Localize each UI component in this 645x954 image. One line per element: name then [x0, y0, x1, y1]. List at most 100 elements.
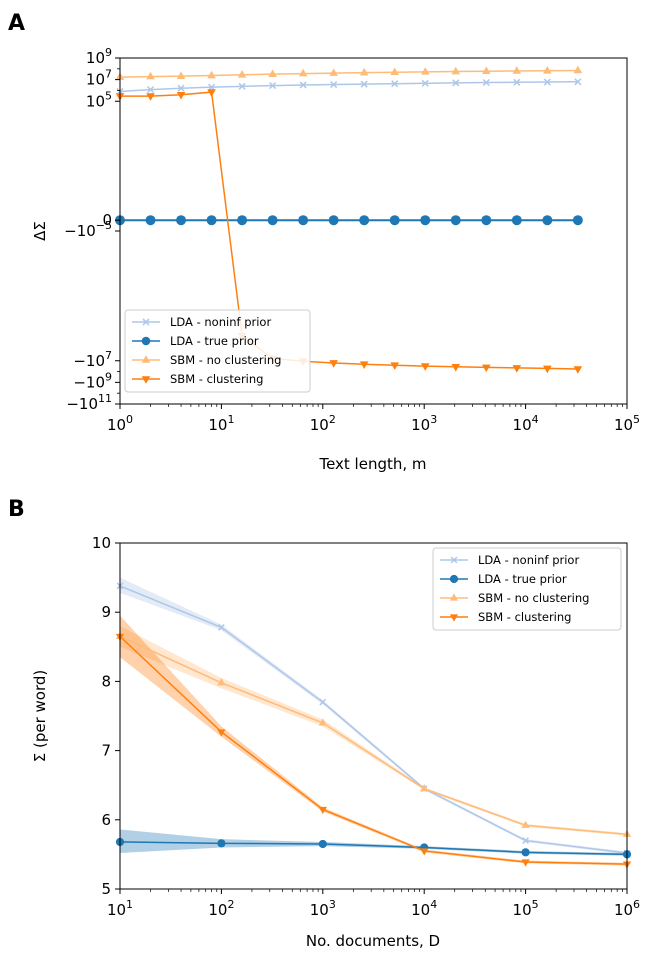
panel-a-data-point [328, 215, 339, 226]
panel-a-x-tick-label: 100 [107, 413, 133, 434]
panel-a-data-point [481, 364, 491, 373]
panel-b-legend-marker [449, 593, 459, 601]
panel-b-data-point [318, 806, 327, 815]
panel-a-legend-marker [142, 318, 150, 326]
panel-a-data-point [573, 65, 583, 74]
panel-b-data-point [318, 839, 327, 849]
panel-a-y-tick-label: 0 [102, 211, 112, 229]
panel-a-data-point [146, 86, 155, 94]
panel-a-data-point [267, 215, 278, 226]
panel-a-data-point [359, 67, 369, 76]
panel-b-data-point [318, 718, 327, 726]
panel-a-data-point [574, 78, 582, 86]
panel-b-frame [119, 542, 628, 890]
panel-a-data-point [512, 365, 522, 373]
panel-a-data-point [359, 215, 370, 226]
panel-b-data-point [522, 837, 530, 844]
panel-a-data-point [299, 81, 307, 89]
panel-a-data-point [543, 365, 552, 374]
panel-b-x-ticks: 101 102 103 104 105 106 [107, 889, 640, 919]
panel-b-data-point [217, 729, 226, 737]
panel-a-y-tick-label: 107 [86, 68, 112, 89]
panel-a-data-point [573, 366, 583, 374]
panel-b-data-point [217, 678, 226, 686]
panel-b-x-tick-label: 103 [310, 898, 336, 919]
panel-a-data-point [481, 215, 492, 226]
panel-a-data-point [298, 215, 309, 226]
panel-a-data-point [481, 66, 491, 75]
panel-a-x-tick-label: 101 [208, 413, 234, 434]
panel-a-data-point [542, 215, 553, 226]
panel-b-legend-label: LDA - noninf prior [478, 553, 579, 567]
panel-a-data-point [268, 69, 277, 77]
panel-a-data-point [207, 89, 216, 97]
panel-a-data-point [237, 69, 247, 78]
panel-a-data-point [482, 78, 490, 87]
panel-a-data-point [176, 215, 187, 226]
panel-b-y-tick-label: 6 [101, 811, 111, 829]
panel-b-legend-label: LDA - true prior [478, 572, 567, 586]
panel-b-x-tick-label: 106 [614, 898, 640, 919]
panel-b-legend: LDA - noninf prior LDA - true prior SBM - … [432, 547, 622, 631]
panel-a-data-point [512, 66, 522, 74]
panel-a-data-point [329, 360, 338, 368]
panel-a-data-point [452, 79, 460, 87]
panel-a-data-point [206, 215, 217, 226]
panel-b-legend-label: SBM - clustering [478, 610, 571, 624]
panel-b-series-line [119, 585, 628, 854]
panel-b-legend-label: SBM - no clustering [478, 591, 589, 605]
panel-a-series-line [120, 91, 578, 370]
panel-a-series-line [119, 69, 578, 78]
panel-a-data-point [359, 361, 369, 370]
panel-b-data-point [420, 848, 429, 856]
panel-a-data-point [513, 78, 521, 86]
panel-a-data-point [298, 68, 308, 77]
panel-b-legend-marker [450, 556, 458, 564]
panel-a-y-tick-label: −10−5 [64, 219, 112, 240]
panel-a-data-point [390, 67, 400, 76]
panel-a-data-point [420, 363, 430, 371]
panel-b-data-point [521, 859, 530, 867]
panel-a-data-point [391, 80, 399, 88]
panel-a-data-point [177, 84, 185, 92]
panel-b-series-line [119, 841, 628, 856]
panel-a-y-tick-label: −1011 [66, 392, 112, 413]
panel-b-y-ticks: 5 6 7 8 9 10 [92, 534, 120, 898]
panel-b-data-point [217, 624, 225, 631]
panel-letter-b: B [8, 497, 25, 522]
panel-a-legend-label: SBM - clustering [170, 372, 263, 386]
panel-a-data-point [451, 66, 461, 75]
panel-a-data-point [176, 71, 186, 79]
panel-a-data-point [330, 80, 338, 89]
panel-a-x-axis-label: Text length, m [318, 455, 426, 473]
panel-a-y-tick-label: −107 [73, 349, 112, 370]
panel-b-legend-box [432, 547, 622, 631]
panel-b-x-tick-label: 101 [107, 898, 133, 919]
panel-a-data-point [420, 67, 430, 75]
panel-a-data-point [450, 215, 461, 226]
panel-a-data-point [238, 82, 246, 90]
panel-a-data-point [207, 70, 216, 79]
panel-letter-a: A [8, 11, 25, 36]
panel-a-y-axis-label: ΔΣ [31, 221, 49, 241]
panel-b-data-point [521, 848, 530, 857]
panel-a-data-point [451, 363, 461, 372]
panel-b-y-axis-label: Σ (per word) [31, 670, 49, 763]
panel-a-x-tick-label: 104 [513, 413, 539, 434]
panel-a-legend-marker [141, 355, 151, 363]
panel-b-series-line [119, 635, 628, 865]
panel-a-data-point [208, 83, 216, 91]
panel-b-data-point [420, 784, 429, 792]
panel-a-data-point [543, 78, 551, 86]
panel-b-confidence-band [120, 626, 627, 836]
panel-a-x-ticks: 100 101 102 103 104 105 [107, 404, 640, 434]
panel-a-data-point [421, 79, 429, 87]
panel-b-y-tick-label: 8 [101, 672, 111, 690]
panel-a-series-line [119, 81, 578, 93]
panel-a-legend-label: LDA - true prior [170, 334, 259, 348]
panel-a-data-point [511, 215, 522, 226]
panel-b-x-axis-label: No. documents, D [306, 932, 440, 950]
panel-a-data-point [572, 215, 583, 226]
